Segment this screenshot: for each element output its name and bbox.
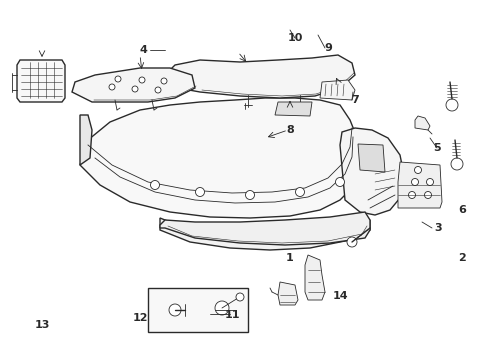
Circle shape bbox=[450, 158, 462, 170]
Circle shape bbox=[132, 86, 138, 92]
Circle shape bbox=[215, 301, 228, 315]
Circle shape bbox=[445, 99, 457, 111]
Polygon shape bbox=[160, 218, 369, 250]
Circle shape bbox=[424, 192, 430, 198]
Polygon shape bbox=[160, 212, 369, 245]
Polygon shape bbox=[305, 255, 325, 300]
Text: 9: 9 bbox=[324, 43, 331, 53]
Text: 14: 14 bbox=[331, 291, 347, 301]
Text: 1: 1 bbox=[285, 253, 293, 263]
Circle shape bbox=[245, 190, 254, 199]
Polygon shape bbox=[414, 116, 429, 130]
Text: 11: 11 bbox=[224, 310, 239, 320]
Polygon shape bbox=[17, 60, 65, 102]
Circle shape bbox=[161, 78, 167, 84]
Circle shape bbox=[426, 179, 433, 185]
Circle shape bbox=[411, 179, 418, 185]
Text: 12: 12 bbox=[132, 313, 147, 323]
Polygon shape bbox=[278, 282, 297, 305]
Polygon shape bbox=[80, 98, 359, 218]
Circle shape bbox=[407, 192, 415, 198]
Text: 4: 4 bbox=[139, 45, 146, 55]
Circle shape bbox=[195, 188, 204, 197]
Text: 6: 6 bbox=[457, 205, 465, 215]
Text: 10: 10 bbox=[287, 33, 302, 43]
Polygon shape bbox=[72, 68, 195, 102]
Text: 8: 8 bbox=[285, 125, 293, 135]
Text: 3: 3 bbox=[433, 223, 441, 233]
Circle shape bbox=[155, 87, 161, 93]
Circle shape bbox=[335, 177, 344, 186]
Circle shape bbox=[295, 188, 304, 197]
Circle shape bbox=[115, 76, 121, 82]
Text: 13: 13 bbox=[34, 320, 50, 330]
Circle shape bbox=[346, 237, 356, 247]
Text: 7: 7 bbox=[350, 95, 358, 105]
FancyBboxPatch shape bbox=[148, 288, 247, 332]
Circle shape bbox=[139, 77, 145, 83]
Circle shape bbox=[109, 84, 115, 90]
Circle shape bbox=[414, 166, 421, 174]
Polygon shape bbox=[319, 80, 354, 100]
Circle shape bbox=[169, 304, 181, 316]
Polygon shape bbox=[274, 102, 311, 116]
Circle shape bbox=[236, 293, 244, 301]
Polygon shape bbox=[397, 162, 441, 208]
Polygon shape bbox=[357, 144, 384, 172]
Circle shape bbox=[150, 180, 159, 189]
Polygon shape bbox=[339, 128, 404, 215]
Text: 5: 5 bbox=[432, 143, 440, 153]
Text: 2: 2 bbox=[457, 253, 465, 263]
Polygon shape bbox=[164, 55, 354, 98]
Polygon shape bbox=[80, 115, 92, 165]
